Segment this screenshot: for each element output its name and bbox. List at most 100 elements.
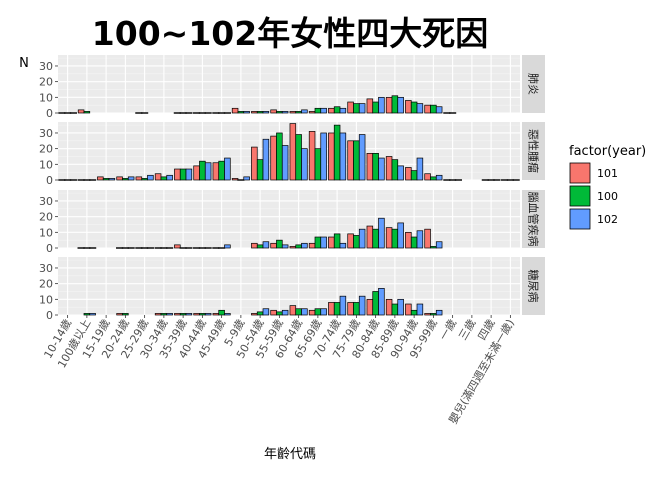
bar bbox=[348, 302, 354, 315]
bar bbox=[340, 243, 346, 248]
bar bbox=[417, 104, 423, 113]
y-tick-label: 20 bbox=[39, 278, 53, 291]
legend-label: 100 bbox=[597, 190, 618, 203]
bar bbox=[309, 243, 315, 248]
bar bbox=[398, 166, 404, 180]
bar bbox=[263, 309, 269, 315]
bar bbox=[84, 111, 90, 113]
bar bbox=[225, 313, 231, 315]
bar bbox=[282, 310, 288, 315]
bar bbox=[321, 309, 327, 315]
bar bbox=[359, 135, 365, 180]
bar bbox=[398, 299, 404, 315]
bar bbox=[251, 313, 257, 315]
bar bbox=[205, 163, 211, 180]
panel-background bbox=[58, 257, 520, 315]
bar bbox=[257, 312, 263, 315]
bar bbox=[373, 102, 379, 113]
bar bbox=[436, 175, 442, 180]
bar bbox=[373, 229, 379, 248]
bar bbox=[296, 111, 302, 113]
bar bbox=[302, 309, 308, 315]
bar bbox=[122, 178, 128, 180]
bar bbox=[430, 177, 436, 180]
bar bbox=[386, 156, 392, 180]
bar bbox=[251, 147, 257, 180]
bar bbox=[302, 149, 308, 180]
bar bbox=[174, 169, 180, 180]
bar bbox=[398, 97, 404, 113]
legend-key bbox=[570, 209, 590, 229]
bar bbox=[263, 111, 269, 113]
bar bbox=[232, 178, 238, 180]
bar bbox=[290, 306, 296, 315]
bar bbox=[436, 310, 442, 315]
x-axis-label: 年齡代碼 bbox=[264, 447, 316, 462]
bar bbox=[296, 135, 302, 180]
bar bbox=[302, 243, 308, 248]
bar bbox=[411, 237, 417, 248]
bar bbox=[353, 302, 359, 315]
bar bbox=[84, 313, 90, 315]
bar bbox=[263, 139, 269, 180]
bar bbox=[425, 229, 431, 248]
bar bbox=[128, 177, 134, 180]
bar bbox=[411, 310, 417, 315]
bar bbox=[359, 296, 365, 315]
bar bbox=[199, 161, 205, 180]
bar bbox=[155, 313, 161, 315]
bar bbox=[296, 245, 302, 248]
bar bbox=[392, 96, 398, 113]
bar bbox=[302, 110, 308, 113]
bar bbox=[315, 309, 321, 315]
bar bbox=[161, 177, 167, 180]
bar bbox=[251, 243, 257, 248]
bar bbox=[334, 107, 340, 113]
legend-label: 101 bbox=[597, 167, 618, 180]
bar bbox=[309, 310, 315, 315]
facet-strip-label: 糖尿病 bbox=[527, 270, 541, 303]
bar bbox=[257, 160, 263, 180]
bar bbox=[392, 304, 398, 315]
bar bbox=[386, 97, 392, 113]
bar bbox=[161, 313, 167, 315]
bar bbox=[90, 313, 96, 315]
bar bbox=[359, 104, 365, 113]
bar bbox=[282, 245, 288, 248]
bar bbox=[296, 309, 302, 315]
facet-strip-label: 惡性腫瘤 bbox=[527, 129, 541, 173]
bar bbox=[411, 102, 417, 113]
bar bbox=[315, 108, 321, 113]
y-tick-label: 30 bbox=[39, 127, 53, 140]
bar bbox=[271, 110, 277, 113]
bar bbox=[373, 291, 379, 315]
bar bbox=[348, 102, 354, 113]
bar bbox=[359, 229, 365, 248]
bar bbox=[271, 243, 277, 248]
bar bbox=[367, 226, 373, 248]
bar bbox=[219, 161, 225, 180]
y-tick-label: 30 bbox=[39, 60, 53, 73]
bar bbox=[436, 242, 442, 248]
bar bbox=[225, 245, 231, 248]
bar bbox=[340, 108, 346, 113]
panel-background bbox=[58, 190, 520, 248]
bar bbox=[353, 104, 359, 113]
bar bbox=[405, 100, 411, 113]
y-tick-label: 0 bbox=[46, 242, 53, 255]
y-tick-label: 20 bbox=[39, 143, 53, 156]
bar bbox=[309, 131, 315, 180]
panel-background bbox=[58, 122, 520, 180]
bar bbox=[282, 111, 288, 113]
bar bbox=[199, 313, 205, 315]
bar bbox=[321, 133, 327, 180]
bar bbox=[392, 229, 398, 248]
bar bbox=[405, 167, 411, 180]
bar bbox=[180, 169, 186, 180]
